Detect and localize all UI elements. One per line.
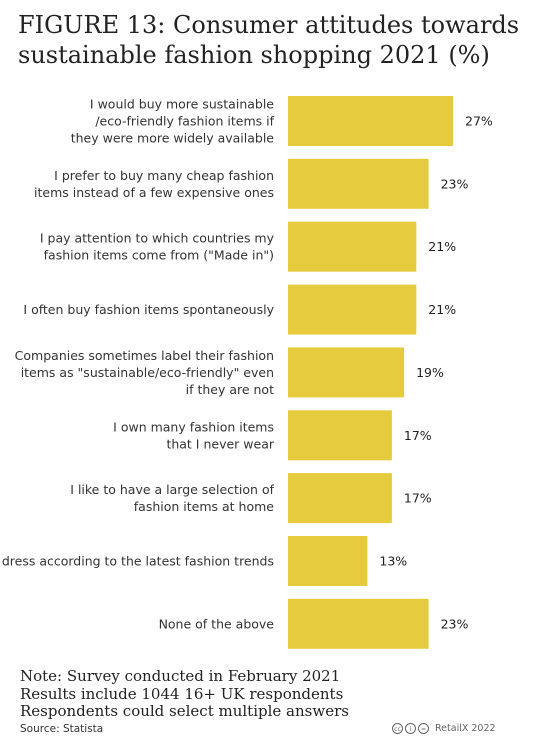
chart-title: FIGURE 13: Consumer attitudes towards su… [18,10,538,70]
cc-icon: cc [392,722,403,734]
value-label-1: 23% [441,176,469,191]
bar-6 [288,473,392,524]
chart-notes: Note: Survey conducted in February 2021 … [20,667,380,721]
by-icon: i [405,722,416,734]
value-label-6: 17% [404,491,432,506]
source-text: Source: Statista [20,723,104,735]
category-label-3: I often buy fashion items spontaneously [23,302,274,317]
category-label-5: I own many fashion items that I never wea… [113,419,275,451]
chart-title-line-2: sustainable fashion shopping 2021 (%) [18,41,490,69]
bar-4 [288,347,405,398]
bar-chart: 27% I would buy more sustainable/eco-frie… [0,96,493,649]
value-label-7: 13% [379,554,407,569]
bar-7 [288,536,368,586]
bar-0 [288,96,453,146]
category-label-1: I prefer to buy many cheap fashion items … [34,168,274,200]
category-label-0: I would buy more sustainable/eco-friendl… [71,97,275,146]
note-line-3: Respondents could select multiple answer… [20,702,349,720]
note-line-2: Results include 1044 16+ UK respondents [20,684,344,703]
category-label-6: I like to have a large selection of fashi… [70,482,274,514]
category-label-7: I dress according to the latest fashion … [0,554,274,569]
category-label-2: I pay attention to which countries my fas… [40,231,275,263]
bar-8 [288,598,429,649]
value-label-3: 21% [428,302,456,317]
chart-title-line-1: FIGURE 13: Consumer attitudes towards [18,11,520,39]
category-label-4: Companies sometimes label their fashion i… [15,348,274,397]
equals-icon: = [418,722,429,734]
bar-5 [288,410,392,461]
category-label-8: None of the above [159,616,275,631]
footer-credit: cc i = RetailX 2022 [392,720,496,736]
value-label-2: 21% [428,239,456,254]
bar-3 [288,284,417,335]
value-label-0: 27% [465,114,493,129]
brand-label: RetailX 2022 [435,722,496,734]
bar-2 [288,221,417,272]
value-label-4: 19% [416,365,444,380]
value-label-5: 17% [404,428,432,443]
bar-1 [288,158,429,209]
value-label-8: 23% [441,616,469,631]
note-line-1: Note: Survey conducted in February 2021 [20,667,341,685]
